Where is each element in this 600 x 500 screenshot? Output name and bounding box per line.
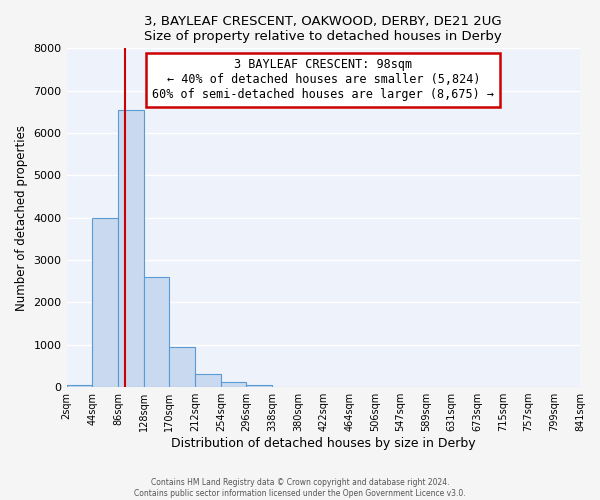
Bar — [92, 218, 118, 387]
Bar — [169, 347, 195, 387]
Bar — [67, 385, 92, 387]
Bar — [143, 277, 169, 387]
X-axis label: Distribution of detached houses by size in Derby: Distribution of detached houses by size … — [171, 437, 476, 450]
Bar — [195, 374, 221, 387]
Bar — [118, 110, 143, 387]
Text: 3 BAYLEAF CRESCENT: 98sqm
← 40% of detached houses are smaller (5,824)
60% of se: 3 BAYLEAF CRESCENT: 98sqm ← 40% of detac… — [152, 58, 494, 102]
Y-axis label: Number of detached properties: Number of detached properties — [15, 124, 28, 310]
Title: 3, BAYLEAF CRESCENT, OAKWOOD, DERBY, DE21 2UG
Size of property relative to detac: 3, BAYLEAF CRESCENT, OAKWOOD, DERBY, DE2… — [145, 15, 502, 43]
Text: Contains HM Land Registry data © Crown copyright and database right 2024.
Contai: Contains HM Land Registry data © Crown c… — [134, 478, 466, 498]
Bar — [247, 385, 272, 387]
Bar — [221, 382, 247, 387]
